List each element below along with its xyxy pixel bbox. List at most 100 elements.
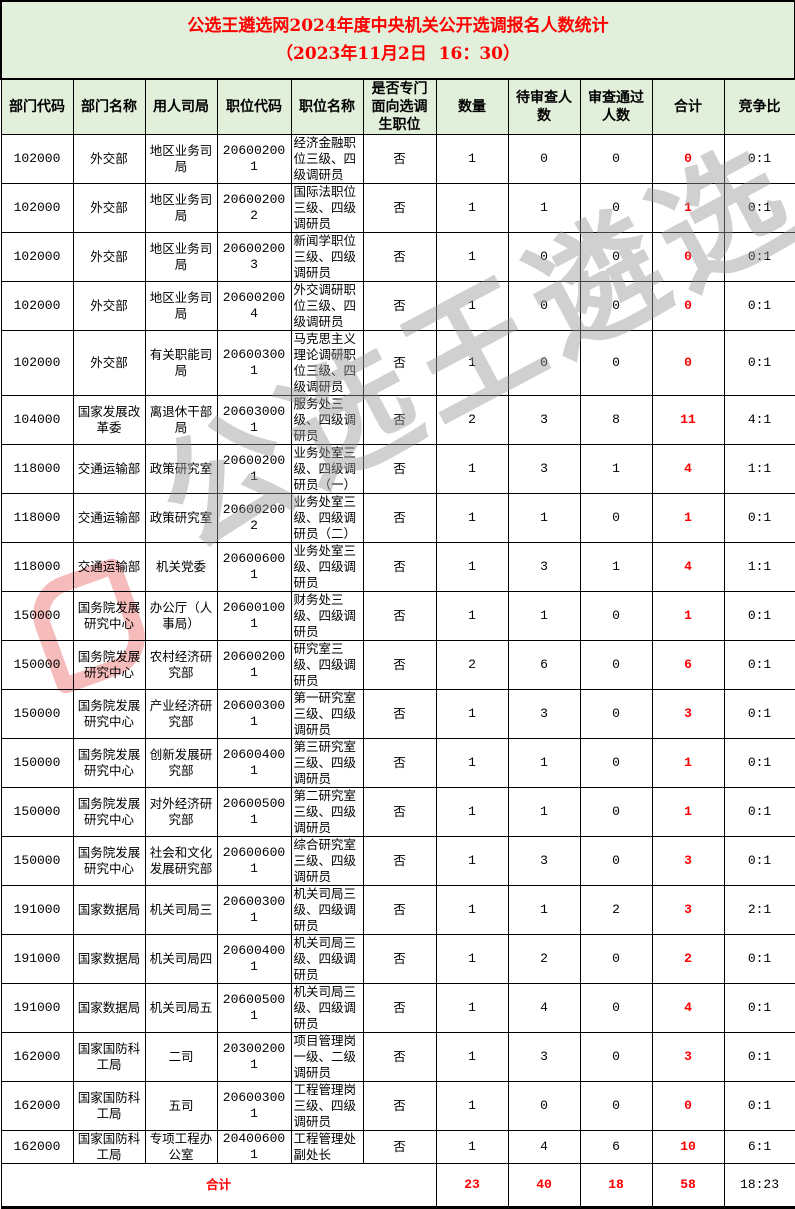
cell-pending: 0: [507, 330, 581, 396]
cell-sum: 1: [651, 591, 725, 641]
cell-bureau: 地区业务司局: [144, 281, 218, 331]
cell-quota: 1: [435, 330, 509, 396]
cell-dept-code: 150000: [0, 689, 74, 739]
cell-bureau: 地区业务司局: [144, 183, 218, 233]
cell-graduate-only: 否: [362, 232, 437, 282]
cell-position-code: 206002001: [216, 444, 292, 494]
cell-position-code: 206003001: [216, 885, 292, 935]
cell-position-code: 206002002: [216, 183, 292, 233]
cell-pending: 1: [507, 787, 581, 837]
table-row: 102000 外交部 有关职能司局 206003001 马克思主义理论调研职位三级、四级…: [0, 330, 795, 396]
cell-ratio: 0:1: [723, 738, 795, 788]
cell-dept-code: 102000: [0, 134, 74, 184]
column-header-quota: 数量: [435, 78, 509, 135]
cell-dept-name: 国家数据局: [72, 885, 146, 935]
table-row: 162000 国家国防科工局 五司 206003001 工程管理岗三级、四级调研员否 1 0…: [0, 1081, 795, 1131]
cell-passed: 0: [579, 232, 653, 282]
cell-pending: 1: [507, 885, 581, 935]
table-row: 162000 国家国防科工局 专项工程办公室 204006001 工程管理处副处长否 1 4…: [0, 1130, 795, 1164]
cell-position-name: 业务处室三级、四级调研员: [290, 542, 364, 592]
cell-passed: 2: [579, 885, 653, 935]
cell-dept-code: 102000: [0, 232, 74, 282]
cell-sum: 3: [651, 1032, 725, 1082]
cell-passed: 0: [579, 689, 653, 739]
cell-position-name: 综合研究室三级、四级调研员: [290, 836, 364, 886]
cell-graduate-only: 否: [362, 1032, 437, 1082]
cell-quota: 1: [435, 232, 509, 282]
cell-graduate-only: 否: [362, 395, 437, 445]
cell-dept-code: 102000: [0, 183, 74, 233]
cell-position-code: 206002003: [216, 232, 292, 282]
cell-bureau: 对外经济研究部: [144, 787, 218, 837]
cell-sum: 2: [651, 934, 725, 984]
column-header-ratio: 竞争比: [723, 78, 795, 135]
column-header-position-code: 职位代码: [216, 78, 292, 135]
cell-dept-name: 外交部: [72, 330, 146, 396]
header-row: 部门代码 部门名称 用人司局 职位代码 职位名称 是否专门面向选调生职位 数量 待审查人数 审查…: [0, 78, 795, 135]
cell-dept-name: 外交部: [72, 134, 146, 184]
cell-position-name: 新闻学职位三级、四级调研员: [290, 232, 364, 282]
cell-graduate-only: 否: [362, 1081, 437, 1131]
cell-graduate-only: 否: [362, 836, 437, 886]
cell-sum: 11: [651, 395, 725, 445]
column-header-graduate-only: 是否专门面向选调生职位: [362, 78, 437, 135]
cell-ratio: 0:1: [723, 330, 795, 396]
total-label: 合计: [0, 1163, 437, 1209]
cell-dept-name: 交通运输部: [72, 542, 146, 592]
cell-pending: 6: [507, 640, 581, 690]
cell-ratio: 2:1: [723, 885, 795, 935]
cell-dept-name: 国务院发展研究中心: [72, 689, 146, 739]
cell-dept-code: 150000: [0, 836, 74, 886]
cell-position-name: 财务处三级、四级调研员: [290, 591, 364, 641]
cell-passed: 1: [579, 444, 653, 494]
cell-dept-code: 102000: [0, 330, 74, 396]
cell-dept-name: 交通运输部: [72, 493, 146, 543]
cell-graduate-only: 否: [362, 738, 437, 788]
cell-position-name: 第三研究室三级、四级调研员: [290, 738, 364, 788]
column-header-sum: 合计: [651, 78, 725, 135]
cell-position-code: 203002001: [216, 1032, 292, 1082]
cell-position-code: 206006001: [216, 836, 292, 886]
cell-position-code: 206001001: [216, 591, 292, 641]
cell-quota: 1: [435, 134, 509, 184]
cell-dept-code: 118000: [0, 542, 74, 592]
table-row: 191000 国家数据局 机关司局四 206004001 机关司局三级、四级调研员否 1 2…: [0, 934, 795, 984]
cell-bureau: 离退休干部局: [144, 395, 218, 445]
cell-ratio: 0:1: [723, 787, 795, 837]
cell-dept-name: 国家数据局: [72, 983, 146, 1033]
cell-sum: 0: [651, 1081, 725, 1131]
cell-sum: 0: [651, 281, 725, 331]
cell-sum: 6: [651, 640, 725, 690]
cell-bureau: 农村经济研究部: [144, 640, 218, 690]
cell-bureau: 五司: [144, 1081, 218, 1131]
cell-dept-name: 国家国防科工局: [72, 1130, 146, 1164]
cell-position-name: 研究室三级、四级调研员: [290, 640, 364, 690]
cell-position-code: 206005001: [216, 983, 292, 1033]
cell-graduate-only: 否: [362, 885, 437, 935]
cell-dept-name: 外交部: [72, 232, 146, 282]
cell-bureau: 专项工程办公室: [144, 1130, 218, 1164]
column-header-passed: 审查通过人数: [579, 78, 653, 135]
table-row: 150000 国务院发展研究中心 社会和文化发展研究部 206006001 综合研究室三…: [0, 836, 795, 886]
cell-sum: 0: [651, 330, 725, 396]
cell-position-name: 工程管理岗三级、四级调研员: [290, 1081, 364, 1131]
cell-dept-code: 150000: [0, 640, 74, 690]
table-row: 150000 国务院发展研究中心 对外经济研究部 206005001 第二研究室三级、四…: [0, 787, 795, 837]
cell-dept-code: 150000: [0, 591, 74, 641]
cell-bureau: 机关司局三: [144, 885, 218, 935]
column-header-dept-name: 部门名称: [72, 78, 146, 135]
cell-sum: 3: [651, 885, 725, 935]
cell-bureau: 地区业务司局: [144, 232, 218, 282]
cell-ratio: 0:1: [723, 689, 795, 739]
cell-sum: 1: [651, 738, 725, 788]
table-row: 150000 国务院发展研究中心 农村经济研究部 206002001 研究室三级、四级调…: [0, 640, 795, 690]
cell-position-code: 206006001: [216, 542, 292, 592]
cell-quota: 1: [435, 787, 509, 837]
cell-dept-code: 162000: [0, 1032, 74, 1082]
cell-passed: 0: [579, 640, 653, 690]
cell-position-code: 204006001: [216, 1130, 292, 1164]
cell-bureau: 二司: [144, 1032, 218, 1082]
cell-sum: 10: [651, 1130, 725, 1164]
cell-pending: 1: [507, 183, 581, 233]
cell-graduate-only: 否: [362, 787, 437, 837]
